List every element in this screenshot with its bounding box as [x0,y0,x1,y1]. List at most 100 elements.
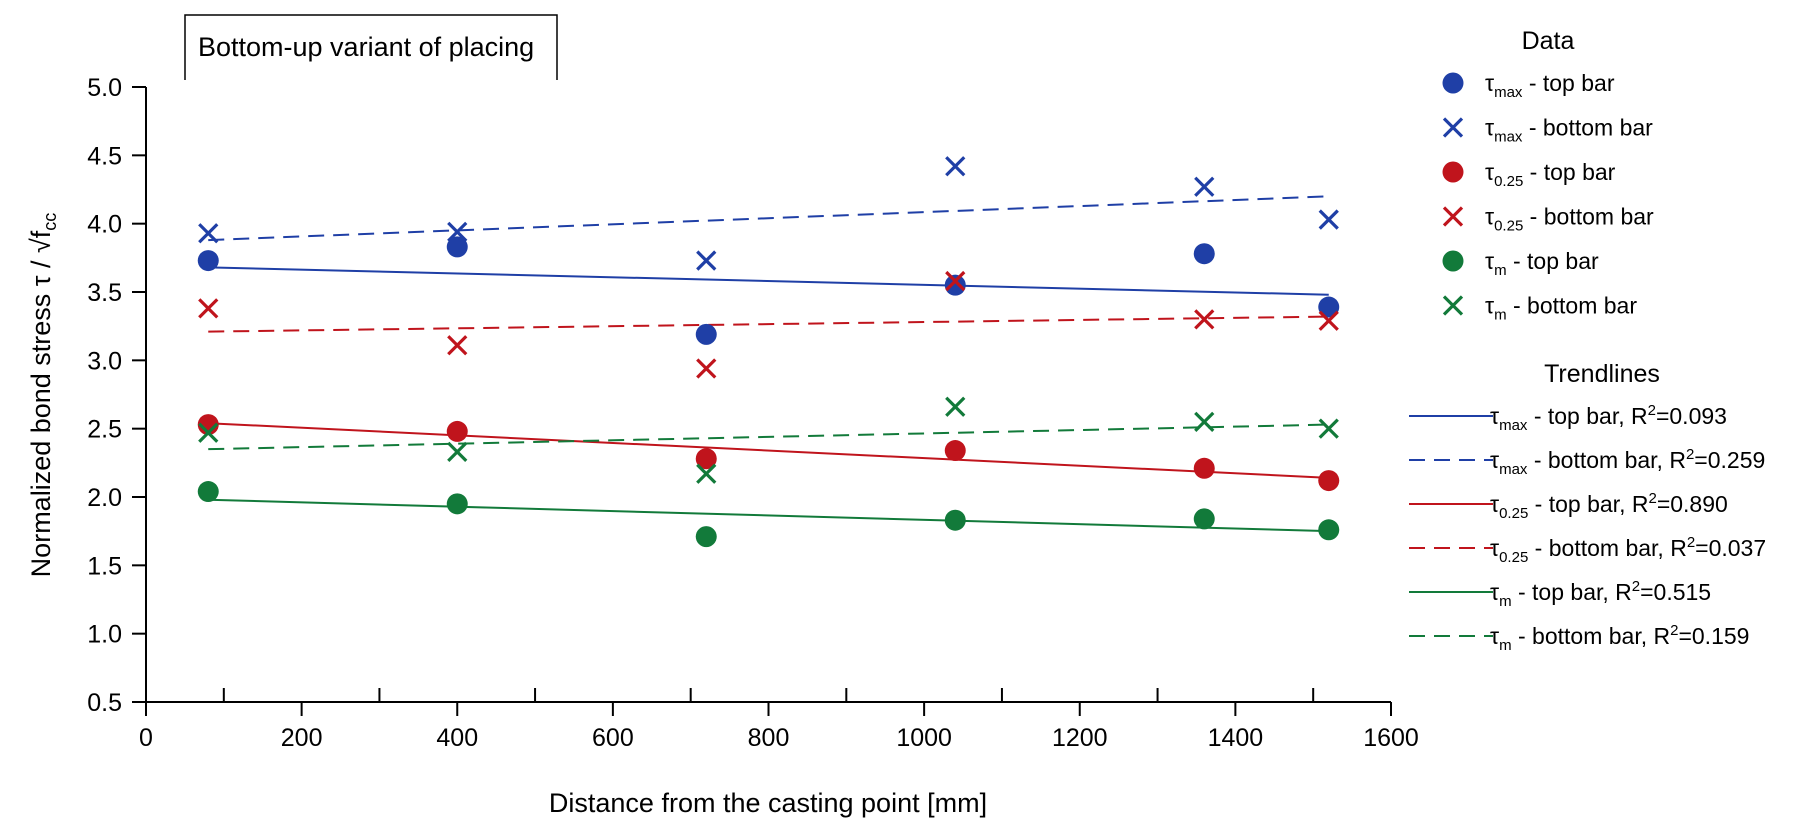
legend-trend-item: τmax - bottom bar, R2=0.259 [1409,446,1765,478]
legend-symbol: τ [1490,491,1499,517]
legend-label: τ0.25 - bottom bar [1485,204,1654,235]
legend-cross-marker [1442,295,1464,316]
legend-subscript: max [1494,84,1523,101]
data-point-cross [1194,176,1215,197]
y-axis-ticks: 0.5 1.0 1.5 2.0 2.5 3.0 3.5 4.0 4.5 5.0 [87,74,146,717]
chart-title-box: Bottom-up variant of placing [184,14,558,80]
x-marker-stroke [1194,309,1215,330]
data-point-cross [696,358,717,379]
legend-data-item: τmax - top bar [1442,70,1615,101]
trendline [208,315,1329,333]
data-point-circle [695,526,717,548]
x-marker-stroke [1442,117,1464,138]
legend-label: τmax - bottom bar [1485,115,1653,146]
y-axis-title-subscript: cc [40,213,60,231]
y-axis-title: Normalized bond stress τ / √fcc [26,213,60,578]
data-point-circle [446,236,468,258]
legend-subscript: max [1499,461,1528,478]
legend-subscript: m [1494,262,1507,279]
legend-subscript: max [1499,417,1528,434]
legend-data-item: τm - bottom bar [1442,293,1637,324]
legend-label: τ0.25 - top bar, R2=0.890 [1490,490,1728,522]
x-marker-stroke [1442,206,1464,227]
trendline [208,422,1329,479]
trendline [208,195,1329,242]
legend-circle-marker [1442,250,1464,272]
legend-symbol: τ [1485,159,1494,185]
legend-symbol: τ [1485,248,1494,274]
legend-subscript: max [1494,129,1523,146]
y-tick-label: 2.0 [87,484,122,512]
legend-r2-value: =0.890 [1657,491,1728,517]
x-tick-label: 600 [592,724,634,752]
legend-symbol: τ [1485,70,1494,96]
x-axis-ticks: 0 200 400 600 800 1000 1200 1400 1600 [139,688,1419,752]
data-point-circle [197,250,219,272]
legend-text-part: - bottom bar, R [1528,535,1687,561]
legend-text-part: - top bar [1522,70,1614,96]
legend-label: τmax - bottom bar, R2=0.259 [1490,446,1765,478]
legend-superscript: 2 [1687,534,1695,551]
y-axis-title-main: Normalized bond stress τ / √f [26,230,56,577]
data-point-circle [1318,296,1340,318]
legend-label: τ0.25 - bottom bar, R2=0.037 [1490,534,1766,566]
legend-data-item: τmax - bottom bar [1442,115,1653,146]
data-point-cross [447,441,468,463]
legend-subscript: 0.25 [1499,549,1528,566]
legend-r2-value: =0.515 [1640,579,1711,605]
legend-label: τm - bottom bar [1485,293,1637,324]
legend-circle-marker [1442,161,1464,183]
x-marker-stroke [198,298,219,319]
legend-cross-marker [1442,206,1464,227]
y-tick-label: 1.5 [87,552,122,580]
data-point-cross [1194,411,1215,432]
legend-subscript: m [1499,637,1512,654]
x-marker-stroke [1442,295,1464,316]
x-marker-stroke [447,335,468,356]
chart-title: Bottom-up variant of placing [198,32,534,62]
x-marker-stroke [696,250,717,271]
legend-trend-item: τ0.25 - top bar, R2=0.890 [1409,490,1728,522]
legend-superscript: 2 [1648,402,1656,419]
x-tick-label: 800 [748,724,790,752]
data-point-circle [944,440,966,462]
data-point-cross [447,221,468,242]
data-point-circle [1318,519,1340,541]
chart-title-frame [184,14,558,80]
legend-data-heading: Data [1522,27,1575,55]
data-point-circle [197,414,219,436]
data-point-circle [695,448,717,470]
legend-subscript: 0.25 [1494,218,1523,235]
legend-label: τm - top bar, R2=0.515 [1490,578,1711,610]
legend-label: τmax - top bar, R2=0.093 [1490,402,1727,434]
legend-text-part: - bottom bar [1523,204,1654,230]
legend-symbol: τ [1490,535,1499,561]
x-tick-label: 1200 [1052,724,1108,752]
x-marker-stroke [945,156,966,177]
data-point-circle [944,274,966,296]
legend-label: τm - top bar [1485,248,1599,279]
legend-trend-item: τm - top bar, R2=0.515 [1409,578,1711,610]
data-point-cross [696,250,717,271]
y-tick-label: 3.0 [87,347,122,375]
x-marker-stroke [1194,411,1215,432]
data-point-cross [945,396,966,417]
legend-superscript: 2 [1686,446,1694,463]
data-point-circle [446,493,468,515]
y-tick-label: 2.5 [87,416,122,444]
legend-text-part: - bottom bar, R [1527,447,1686,473]
legend-trend-item: τm - bottom bar, R2=0.159 [1409,622,1749,654]
y-tick-label: 1.0 [87,621,122,649]
legend-text-part: - bottom bar, R [1512,623,1671,649]
legend-cross-marker [1442,117,1464,138]
data-point-cross [198,298,219,319]
data-markers [197,156,1340,548]
legend-text-part: - bottom bar [1507,293,1638,319]
legend-label: τmax - top bar [1485,70,1615,101]
y-tick-label: 0.5 [87,689,122,717]
legend-text-part: - top bar, R [1512,579,1632,605]
